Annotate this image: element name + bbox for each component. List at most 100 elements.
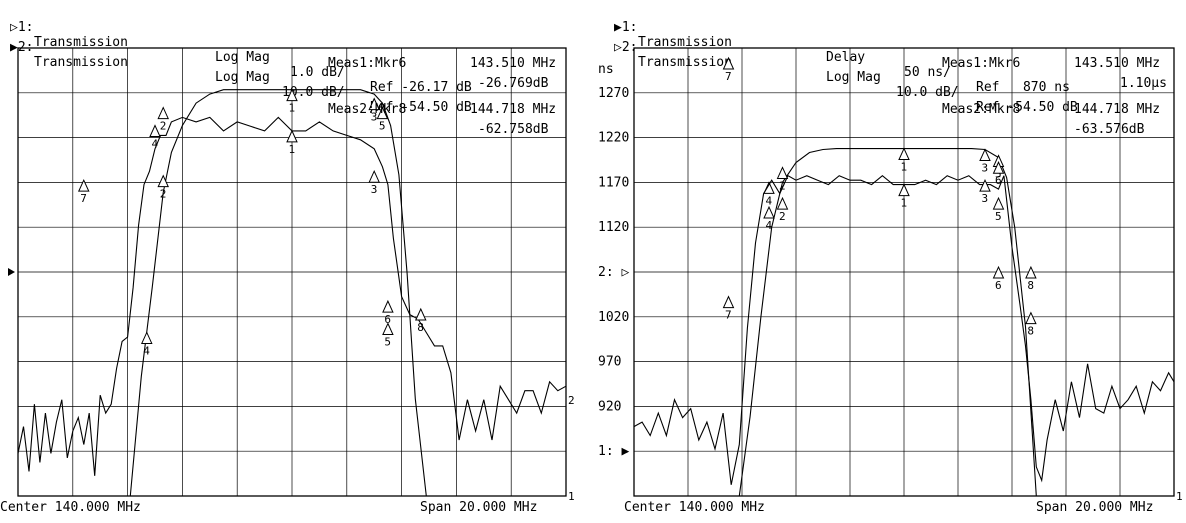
trace-edge-label: 1 [568,490,575,503]
svg-text:7: 7 [725,309,732,322]
marker-4-trace2: 4 [141,331,153,357]
trace1-marker: ▶1: [614,20,638,35]
marker-6-trace2: 6 [382,299,394,326]
y-tick-label: 1220 [598,131,629,146]
marker-8-trace1: 8 [1025,265,1037,292]
svg-text:3: 3 [982,192,989,205]
svg-text:8: 8 [1027,325,1034,338]
trace2-ref: Ref -54.50 dB [370,100,472,115]
y-tick-label: 1020 [598,310,629,325]
svg-text:6: 6 [995,174,1002,187]
marker-5-trace1: 5 [376,106,389,133]
trace2-ref: Ref -54.50 dB [976,100,1078,115]
svg-text:6: 6 [995,279,1002,292]
reference-arrow-icon [8,268,15,276]
svg-text:7: 7 [725,70,732,83]
y-tick-label: 1170 [598,175,629,190]
meas1-label: Meas1:Mkr6 [942,56,1021,71]
trace-edge-label: 1 [1176,490,1183,503]
meas2-value: -63.576dB [1074,122,1145,137]
svg-text:1: 1 [901,197,908,210]
svg-text:1: 1 [289,102,296,115]
marker-3-trace1: 3 [979,148,991,175]
svg-text:3: 3 [371,111,378,124]
marker-8-trace2: 8 [1025,311,1037,338]
meas1-freq: 143.510 MHz [1074,56,1161,71]
series-line-trace2 [633,174,1175,485]
marker-3-trace1: 3 [368,97,380,124]
svg-text:2: 2 [160,120,167,133]
meas2-value: -62.758dB [478,122,549,137]
span-label: Span 20.000 MHz [420,500,538,515]
trace1-name: Transmission [638,35,732,50]
svg-text:3: 3 [982,162,989,175]
marker-7-trace2: 7 [77,178,90,205]
marker-1-trace2: 1 [898,183,910,210]
svg-text:8: 8 [417,321,424,334]
svg-text:6: 6 [384,313,391,326]
marker-8-trace2: 8 [415,307,427,334]
plot-area-left: 1 2 3 4 5 1 2 3 4 5 6 7 8 2 1 [8,47,575,503]
trace1-name: Transmission [34,35,128,50]
trace-edge-label: 2 [568,394,575,407]
marker-3-trace2: 3 [979,178,991,205]
trace1-scale: 1.0 dB/ [290,65,345,80]
svg-text:2: 2 [779,210,786,223]
y-tick-label: 2: ▷ [598,265,629,280]
svg-text:4: 4 [766,194,773,207]
svg-text:5: 5 [384,336,391,349]
trace1-format: Delay [826,50,866,65]
marker-7-trace1: 7 [722,56,735,83]
svg-text:1: 1 [289,143,296,156]
svg-text:8: 8 [1027,279,1034,292]
meas2-freq: 144.718 MHz [1074,102,1161,117]
trace1-scale: 50 ns/ [904,65,951,80]
marker-2-trace2: 2 [157,174,169,201]
chart-panel-left: ▷1: Transmission Log Mag 1.0 dB/ Ref -26… [0,0,590,523]
marker-2-trace2: 2 [776,196,789,223]
svg-text:4: 4 [152,138,159,151]
y-tick-label: 970 [598,355,621,370]
trace1-marker: ▷1: [10,20,34,35]
trace1-format: Log Mag [215,50,270,65]
svg-text:4: 4 [143,344,150,357]
trace1-ref: Ref -26.17 dB [370,80,472,95]
meas1-label: Meas1:Mkr6 [328,56,407,71]
marker-2-trace1: 2 [776,166,789,192]
trace2-marker: ▷2: [614,40,638,55]
meas2-label: Meas2:Mkr8 [942,102,1021,117]
svg-text:3: 3 [371,183,378,196]
trace2-format: Log Mag [826,70,881,85]
marker-7-trace2: 7 [722,295,735,322]
y-tick-label: 1120 [598,220,629,235]
trace1-ref: Ref 870 ns [976,80,1070,95]
span-label: Span 20.000 MHz [1036,500,1154,515]
y-tick-label: 920 [598,399,621,414]
series-line-trace1 [18,89,566,497]
center-frequency-label: Center 140.000 MHz [624,500,765,515]
marker-6-trace2: 6 [992,161,1005,187]
y-tick-label: 1: ▶ [598,444,629,459]
svg-text:2: 2 [160,188,167,201]
trace2-format: Log Mag [215,70,270,85]
marker-2-trace1: 2 [157,106,169,133]
y-axis-unit: ns [598,62,614,77]
y-tick-label: 1270 [598,86,629,101]
meas2-freq: 144.718 MHz [470,102,557,117]
series-line-trace2 [17,116,567,476]
marker-3-trace2: 3 [368,169,380,196]
marker-1-trace2: 1 [286,129,298,156]
svg-text:5: 5 [995,168,1002,181]
svg-text:2: 2 [779,179,786,192]
meas1-value: -26.769dB [478,76,549,91]
marker-5-trace2: 5 [382,322,394,349]
trace1-header: ▷1: Transmission Log Mag 1.0 dB/ Ref -26… [0,5,472,110]
meas1-value: 1.10µs [1120,76,1167,91]
meas2-label: Meas2:Mkr8 [328,102,407,117]
marker-1-trace1: 1 [286,88,298,115]
marker-6-trace1: 6 [992,265,1005,292]
marker-5-trace2: 5 [992,196,1005,223]
marker-1-trace1: 1 [898,147,910,174]
series-line-trace1 [634,148,1174,497]
